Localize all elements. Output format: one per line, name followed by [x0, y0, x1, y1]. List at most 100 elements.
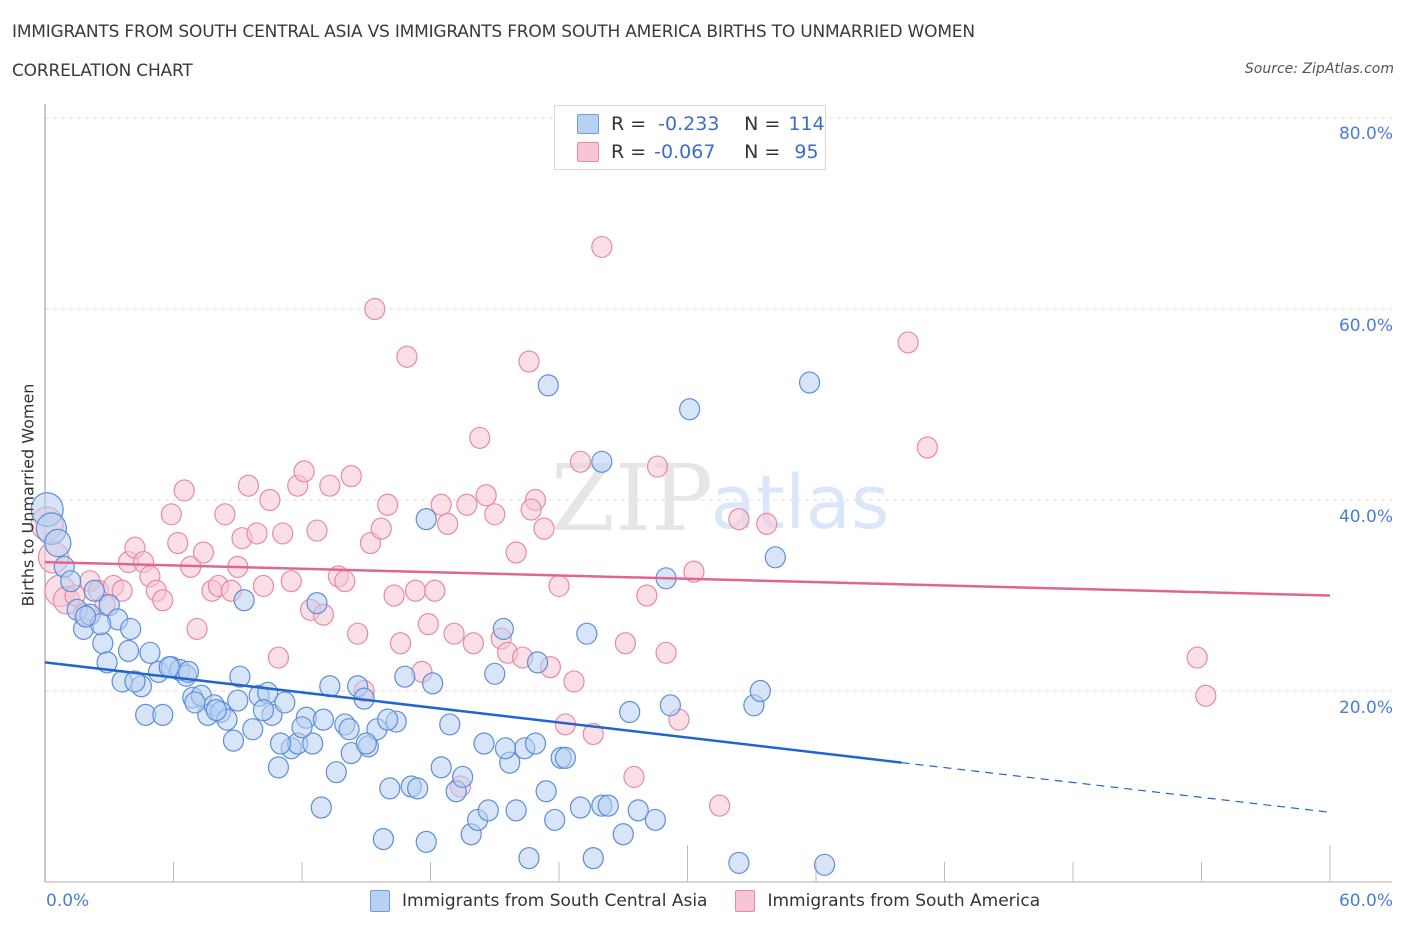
x-tick-label-max: 60.0% — [1338, 891, 1393, 911]
trend-line-south-central-asia-extension — [901, 762, 1331, 813]
legend-swatch-blue — [577, 114, 599, 134]
data-point-south-central-asia — [229, 665, 251, 688]
data-point-south-central-asia — [477, 799, 499, 822]
legend-row-south-america: R = -0.067 N = 95 — [577, 140, 819, 164]
data-point-south-central-asia — [591, 450, 613, 473]
data-point-south-america — [293, 460, 315, 483]
series-legend: Immigrants from South Central Asia Immig… — [370, 890, 1068, 912]
data-point-south-america — [340, 465, 362, 488]
data-point-south-central-asia — [415, 830, 437, 853]
data-point-south-america — [383, 584, 405, 607]
legend-item-south-america[interactable]: Immigrants from South America — [735, 890, 1040, 912]
data-point-south-america — [728, 507, 750, 531]
data-point-south-central-asia — [582, 847, 604, 870]
data-point-south-america — [533, 517, 555, 540]
series-south-america-points — [30, 235, 1217, 817]
data-point-south-central-asia — [422, 672, 444, 695]
data-point-south-america — [582, 722, 604, 746]
data-point-south-america — [636, 584, 658, 607]
r-label: R = — [611, 141, 647, 163]
data-point-south-central-asia — [544, 808, 566, 832]
data-point-south-central-asia — [96, 651, 118, 674]
data-point-south-central-asia — [484, 662, 506, 685]
data-point-south-central-asia — [319, 675, 341, 698]
data-point-south-central-asia — [242, 718, 264, 741]
chart-title: IMMIGRANTS FROM SOUTH CENTRAL ASIA VS IM… — [12, 22, 975, 42]
data-point-south-central-asia — [312, 708, 335, 731]
data-point-south-america — [334, 570, 356, 593]
data-point-south-america — [520, 498, 542, 521]
data-point-south-america — [897, 331, 919, 354]
data-point-south-central-asia — [92, 632, 114, 655]
data-point-south-central-asia — [576, 622, 598, 645]
data-point-south-america — [683, 560, 705, 583]
trend-line-south-america — [44, 560, 1331, 597]
n-value: 114 — [788, 113, 825, 135]
data-point-south-america — [404, 579, 427, 602]
legend-label: Immigrants from South America — [767, 891, 1041, 911]
data-point-south-central-asia — [139, 641, 161, 664]
legend-item-south-central-asia[interactable]: Immigrants from South Central Asia — [370, 890, 707, 912]
data-point-south-central-asia — [679, 398, 701, 421]
data-point-south-central-asia — [473, 732, 495, 755]
data-point-south-america — [246, 522, 268, 545]
n-label: N = — [744, 141, 781, 163]
data-point-south-central-asia — [124, 670, 146, 693]
data-point-south-central-asia — [372, 827, 394, 851]
data-point-south-central-asia — [597, 794, 619, 817]
data-point-south-america — [548, 574, 570, 598]
r-value: -0.067 — [654, 141, 716, 163]
data-point-south-america — [569, 450, 592, 473]
data-point-south-america — [591, 235, 613, 259]
data-point-south-central-asia — [554, 746, 577, 769]
n-value: 95 — [794, 141, 819, 163]
data-point-south-america — [186, 617, 208, 641]
data-point-south-america — [347, 622, 369, 645]
data-point-south-central-asia — [612, 823, 634, 846]
data-point-south-central-asia — [267, 756, 290, 779]
data-point-south-america — [267, 646, 290, 669]
data-point-south-central-asia — [325, 761, 347, 784]
data-point-south-america — [417, 613, 439, 636]
data-point-south-central-asia — [233, 589, 255, 612]
data-point-south-america — [456, 493, 478, 516]
x-tick-label-min: 0.0% — [46, 891, 90, 911]
legend-label: Immigrants from South Central Asia — [402, 891, 708, 911]
data-point-south-central-asia — [505, 799, 527, 822]
data-point-south-america — [437, 512, 459, 535]
data-point-south-america — [1186, 646, 1208, 669]
data-point-south-central-asia — [75, 605, 97, 628]
watermark: ZIP atlas — [551, 445, 890, 552]
data-point-south-central-asia — [537, 374, 559, 397]
data-point-south-central-asia — [120, 617, 142, 641]
data-point-south-america — [319, 474, 341, 497]
data-point-south-america — [237, 474, 260, 497]
data-point-south-central-asia — [644, 808, 666, 832]
data-point-south-america — [443, 622, 465, 645]
data-point-south-central-asia — [627, 799, 649, 822]
data-point-south-america — [214, 503, 236, 526]
data-point-south-central-asia — [407, 777, 429, 800]
data-point-south-america — [167, 531, 189, 555]
source-label: Source: ZipAtlas.com — [1244, 61, 1394, 77]
data-point-south-central-asia — [494, 737, 517, 760]
correlation-legend: R = -0.233 N = 114 R = -0.067 N = 95 — [554, 105, 826, 170]
n-label: N = — [744, 113, 781, 135]
data-point-south-central-asia — [44, 528, 72, 558]
data-point-south-central-asia — [269, 732, 292, 755]
data-point-south-central-asia — [310, 796, 332, 819]
y-axis-label: Births to Unmarried Women — [18, 383, 38, 607]
data-point-south-central-asia — [83, 579, 105, 602]
data-point-south-america — [259, 488, 281, 512]
data-point-south-central-asia — [252, 698, 275, 722]
data-point-south-america — [614, 632, 636, 655]
data-point-south-central-asia — [569, 796, 592, 819]
data-point-south-america — [484, 503, 506, 526]
data-point-south-central-asia — [60, 570, 82, 593]
data-point-south-central-asia — [158, 656, 180, 679]
data-point-south-central-asia — [302, 732, 324, 755]
data-point-south-central-asia — [535, 780, 557, 803]
data-point-south-america — [364, 297, 386, 321]
watermark-atlas: atlas — [711, 460, 890, 546]
